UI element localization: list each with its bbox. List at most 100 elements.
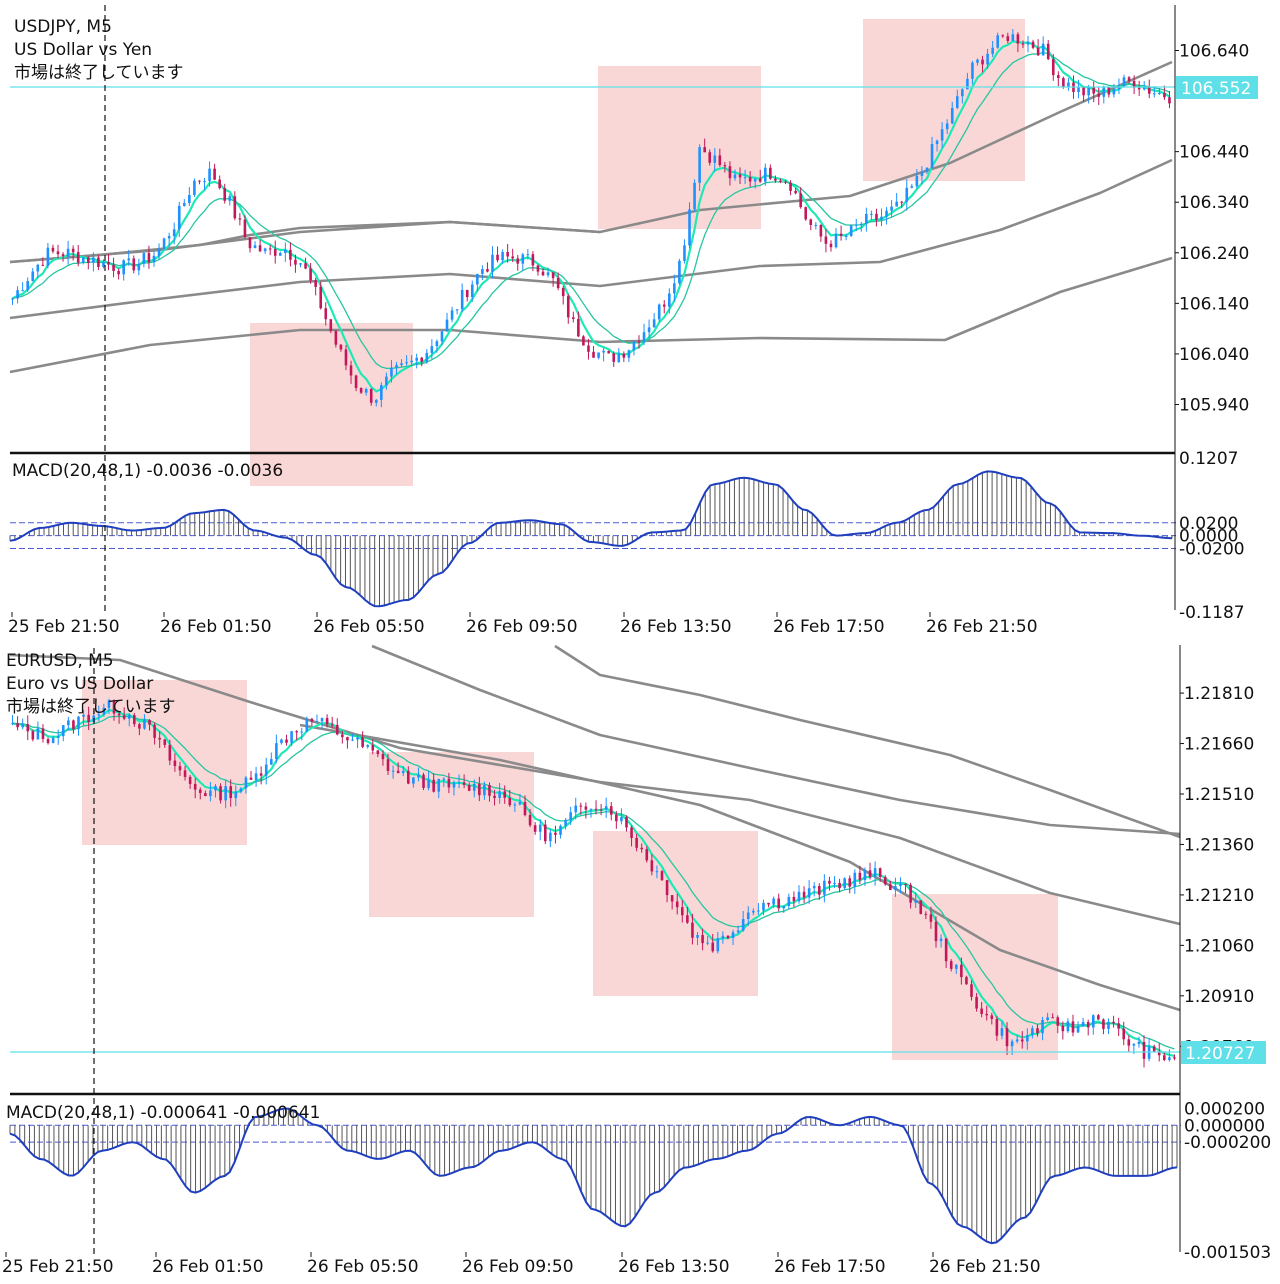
eurusd-candle-body (518, 801, 522, 805)
usdjpy-symbol: USDJPY, M5 (14, 17, 112, 37)
eurusd-candle-body (67, 720, 70, 726)
usdjpy-candle-body (319, 286, 323, 309)
usdjpy-candle-body (420, 357, 424, 362)
eurusd-candle-body (77, 716, 80, 730)
eurusd-candle-body (41, 728, 45, 740)
usdjpy-candle-body (26, 281, 29, 291)
usdjpy-candle-body (819, 224, 823, 237)
eurusd-candle-body (620, 817, 623, 822)
eurusd-time-label: 25 Feb 21:50 (2, 1257, 114, 1277)
usdjpy-candle-body (1153, 93, 1156, 95)
usdjpy-candle-body (395, 365, 398, 368)
usdjpy-candle-body (809, 219, 813, 226)
eurusd-chart-panel[interactable]: EURUSD, M5 Euro vs US Dollar 市場は終了しています … (2, 644, 1271, 1277)
eurusd-candle-body (158, 737, 161, 740)
usdjpy-candle-body (945, 123, 949, 130)
eurusd-candle-body (467, 784, 471, 791)
eurusd-candle-body (584, 806, 588, 810)
eurusd-candle-body (1010, 1041, 1014, 1047)
usdjpy-candle-body (824, 236, 828, 244)
usdjpy-candle-body (748, 177, 752, 182)
usdjpy-candle-body (880, 216, 883, 220)
usdjpy-candle-body (61, 254, 65, 257)
usdjpy-candle-body (339, 344, 343, 350)
eurusd-candle-body (965, 977, 968, 985)
usdjpy-candle-body (71, 248, 75, 253)
eurusd-candle-body (929, 914, 933, 922)
eurusd-candle-body (214, 786, 217, 791)
usdjpy-candle-body (895, 201, 898, 207)
usdjpy-candle-body (955, 96, 959, 108)
usdjpy-price-tick-label: 105.940 (1179, 395, 1249, 415)
eurusd-candle-body (330, 724, 334, 726)
eurusd-macd-tick-label: -0.000200 (1184, 1133, 1271, 1153)
usdjpy-candle-body (592, 351, 595, 358)
eurusd-candle-body (848, 878, 852, 887)
usdjpy-candle-body (1031, 41, 1035, 48)
eurusd-candle-body (1071, 1021, 1075, 1033)
usdjpy-candle-body (465, 289, 469, 298)
eurusd-candle-body (579, 805, 583, 807)
eurusd-candle-body (772, 898, 775, 905)
eurusd-time-label: 26 Feb 05:50 (307, 1257, 419, 1277)
usdjpy-candle-body (1163, 93, 1166, 98)
usdjpy-price-tick-label: 106.640 (1179, 42, 1249, 62)
usdjpy-candle-body (915, 175, 919, 187)
usdjpy-candle-body (16, 290, 19, 299)
usdjpy-long-ma-line (9, 256, 1173, 374)
eurusd-candle-body (163, 739, 167, 746)
usdjpy-chart-panel[interactable]: USDJPY, M5 US Dollar vs Yen 市場は終了しています 1… (8, 5, 1258, 637)
eurusd-candle-body (838, 882, 841, 889)
usdjpy-candle-body (1051, 59, 1055, 76)
usdjpy-candle-body (789, 182, 792, 191)
usdjpy-candle-body (481, 269, 484, 274)
eurusd-candle-body (447, 778, 451, 788)
eurusd-short-ma-line (12, 708, 1175, 1058)
usdjpy-candle-body (521, 254, 525, 264)
eurusd-candle-body (457, 782, 461, 784)
eurusd-candle-body (675, 901, 679, 908)
eurusd-candle-body (523, 801, 527, 816)
usdjpy-candle-body (248, 237, 252, 249)
usdjpy-candle-body (1021, 43, 1025, 45)
usdjpy-candle-body (102, 262, 105, 267)
eurusd-price-label: 1.20727 (1185, 1044, 1255, 1064)
eurusd-candle-body (701, 935, 704, 944)
eurusd-candle-body (168, 745, 172, 761)
usdjpy-candle-body (935, 140, 939, 145)
usdjpy-candle-body (349, 365, 353, 376)
usdjpy-candle-body (1092, 87, 1095, 94)
usdjpy-candle-body (284, 249, 287, 253)
eurusd-candle-body (863, 870, 867, 881)
eurusd-candle-body (82, 714, 85, 717)
eurusd-candle-body (980, 1008, 983, 1014)
usdjpy-candle-body (213, 168, 216, 180)
eurusd-candle-body (939, 938, 943, 942)
eurusd-candle-body (51, 737, 55, 744)
eurusd-candle-body (741, 918, 745, 931)
eurusd-candle-body (122, 715, 126, 719)
usdjpy-candle-body (486, 269, 489, 272)
usdjpy-candle-body (637, 341, 641, 343)
usdjpy-candle-body (56, 251, 60, 255)
usdjpy-candle-body (991, 47, 994, 54)
usdjpy-candle-body (1036, 47, 1040, 56)
usdjpy-candle-body (183, 202, 186, 206)
eurusd-candle-body (407, 770, 410, 784)
eurusd-candle-body (609, 806, 613, 815)
eurusd-candle-body (970, 984, 973, 997)
usdjpy-candle-body (455, 309, 459, 311)
eurusd-price-tick-label: 1.21810 (1184, 684, 1254, 704)
eurusd-candle-body (1142, 1041, 1146, 1059)
eurusd-candle-body (569, 812, 572, 821)
eurusd-candle-body (767, 902, 770, 905)
usdjpy-candle-body (364, 389, 368, 393)
usdjpy-candle-body (647, 327, 651, 333)
usdjpy-candle-body (97, 257, 100, 267)
usdjpy-candle-body (516, 258, 520, 264)
usdjpy-long-ma-line (9, 220, 601, 264)
usdjpy-candle-body (299, 263, 302, 265)
eurusd-candle-body (1152, 1046, 1156, 1052)
usdjpy-candle-body (531, 254, 535, 266)
